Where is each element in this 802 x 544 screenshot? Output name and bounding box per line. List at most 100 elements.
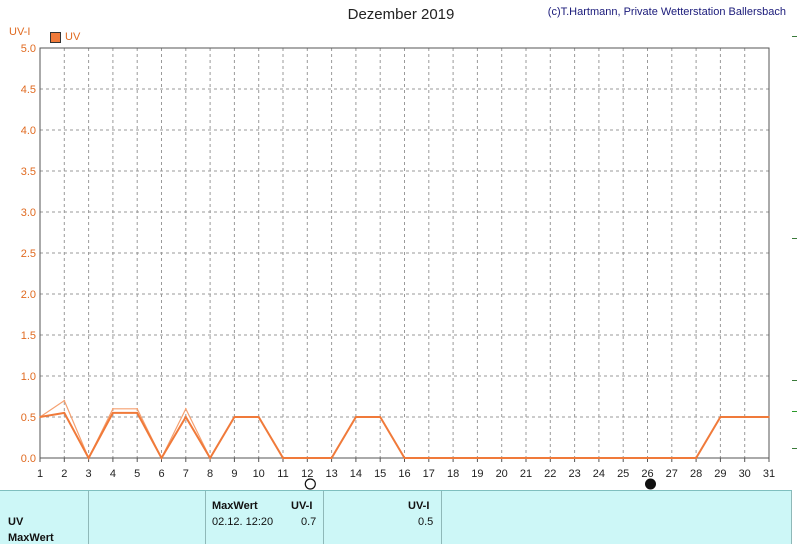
y-tick-label: 3.0	[21, 207, 36, 219]
header-uvi-2: UV-I	[408, 500, 430, 512]
data-point	[403, 457, 406, 459]
x-tick-label: 3	[86, 468, 92, 480]
strip-mark	[792, 448, 797, 449]
x-tick-label: 17	[423, 468, 435, 480]
x-tick-label: 31	[763, 468, 775, 480]
y-axis-label: UV-I	[9, 26, 31, 38]
right-edge-strip	[792, 0, 802, 543]
max-value: 0.7	[301, 516, 317, 528]
y-tick-label: 1.5	[21, 330, 36, 342]
data-point	[573, 457, 576, 459]
panel-divider	[88, 491, 89, 544]
data-point	[598, 457, 600, 459]
x-tick-label: 7	[183, 468, 189, 480]
row-label-maxwert: MaxWert	[8, 532, 54, 544]
panel-divider	[441, 491, 442, 544]
data-point	[743, 416, 746, 418]
full-moon-icon	[304, 478, 316, 490]
chart-title: Dezember 2019	[347, 6, 455, 23]
data-point	[646, 457, 649, 459]
x-tick-label: 13	[325, 468, 337, 480]
data-point	[185, 408, 187, 410]
x-tick-label: 12	[301, 468, 313, 480]
x-tick-label: 14	[350, 468, 362, 480]
x-tick-label: 21	[520, 468, 532, 480]
strip-mark	[792, 238, 797, 239]
data-point	[452, 457, 454, 459]
legend: UV	[50, 31, 80, 43]
data-point	[257, 416, 260, 418]
x-tick-label: 8	[207, 468, 213, 480]
x-tick-label: 16	[398, 468, 410, 480]
data-point	[136, 408, 138, 410]
y-tick-label: 3.5	[21, 166, 36, 178]
legend-swatch-uv	[50, 31, 61, 43]
strip-mark	[792, 411, 797, 412]
x-tick-label: 28	[690, 468, 702, 480]
summary-panel: UV MaxWert MaxWert UV-I UV-I 02.12. 12:2…	[0, 490, 792, 544]
y-tick-label: 4.5	[21, 84, 36, 96]
data-point	[695, 457, 697, 459]
x-tick-label: 23	[568, 468, 580, 480]
data-point	[87, 457, 90, 459]
x-tick-label: 15	[374, 468, 386, 480]
y-tick-label: 1.0	[21, 371, 36, 383]
x-tick-label: 22	[544, 468, 556, 480]
x-tick-label: 27	[666, 468, 678, 480]
data-point	[282, 457, 284, 459]
data-point	[160, 457, 163, 459]
data-point	[306, 457, 309, 459]
data-point	[330, 457, 333, 459]
data-point	[355, 416, 357, 418]
y-tick-label: 0.0	[21, 453, 36, 465]
data-point	[768, 416, 770, 418]
data-point	[112, 412, 114, 414]
y-tick-label: 5.0	[21, 43, 36, 55]
data-point	[39, 416, 41, 418]
panel-divider	[791, 491, 792, 544]
x-tick-label: 20	[496, 468, 508, 480]
data-point	[136, 412, 138, 414]
x-tick-label: 18	[447, 468, 459, 480]
data-point	[233, 416, 236, 418]
data-point	[379, 416, 382, 418]
y-tick-label: 2.0	[21, 289, 36, 301]
x-tick-label: 30	[739, 468, 751, 480]
panel-divider	[205, 491, 206, 544]
x-tick-label: 26	[641, 468, 653, 480]
x-tick-label: 9	[231, 468, 237, 480]
copyright-text: (c)T.Hartmann, Private Wetterstation Bal…	[547, 6, 786, 18]
x-tick-label: 11	[277, 468, 288, 480]
data-point	[63, 412, 66, 414]
x-tick-label: 2	[61, 468, 67, 480]
data-point	[671, 457, 673, 459]
x-tick-label: 25	[617, 468, 629, 480]
y-tick-label: 4.0	[21, 125, 36, 137]
data-point	[622, 457, 624, 459]
data-point	[549, 457, 552, 459]
y-tick-label: 0.5	[21, 412, 36, 424]
max-date: 02.12. 12:20	[212, 516, 274, 528]
x-tick-label: 29	[714, 468, 726, 480]
data-point	[209, 457, 211, 459]
x-tick-label: 19	[471, 468, 483, 480]
x-tick-label: 24	[593, 468, 605, 480]
x-tick-label: 6	[158, 468, 164, 480]
data-point	[500, 457, 503, 459]
data-point	[719, 416, 722, 418]
x-tick-label: 4	[110, 468, 116, 480]
data-point	[476, 457, 479, 459]
strip-mark	[792, 380, 797, 381]
strip-mark	[792, 36, 797, 37]
data-point	[525, 457, 527, 459]
row-label-uv: UV	[8, 516, 24, 528]
data-point	[63, 399, 66, 402]
panel-divider	[323, 491, 324, 544]
new-moon-icon	[645, 478, 656, 490]
data-point	[112, 408, 114, 410]
header-uvi: UV-I	[291, 500, 313, 512]
y-tick-label: 2.5	[21, 248, 36, 260]
chart-area: 0.00.51.01.52.02.53.03.54.04.55.01 2 3 4 5 6 7…	[21, 43, 775, 490]
x-tick-label: 10	[253, 468, 265, 480]
header-maxwert: MaxWert	[212, 500, 258, 512]
